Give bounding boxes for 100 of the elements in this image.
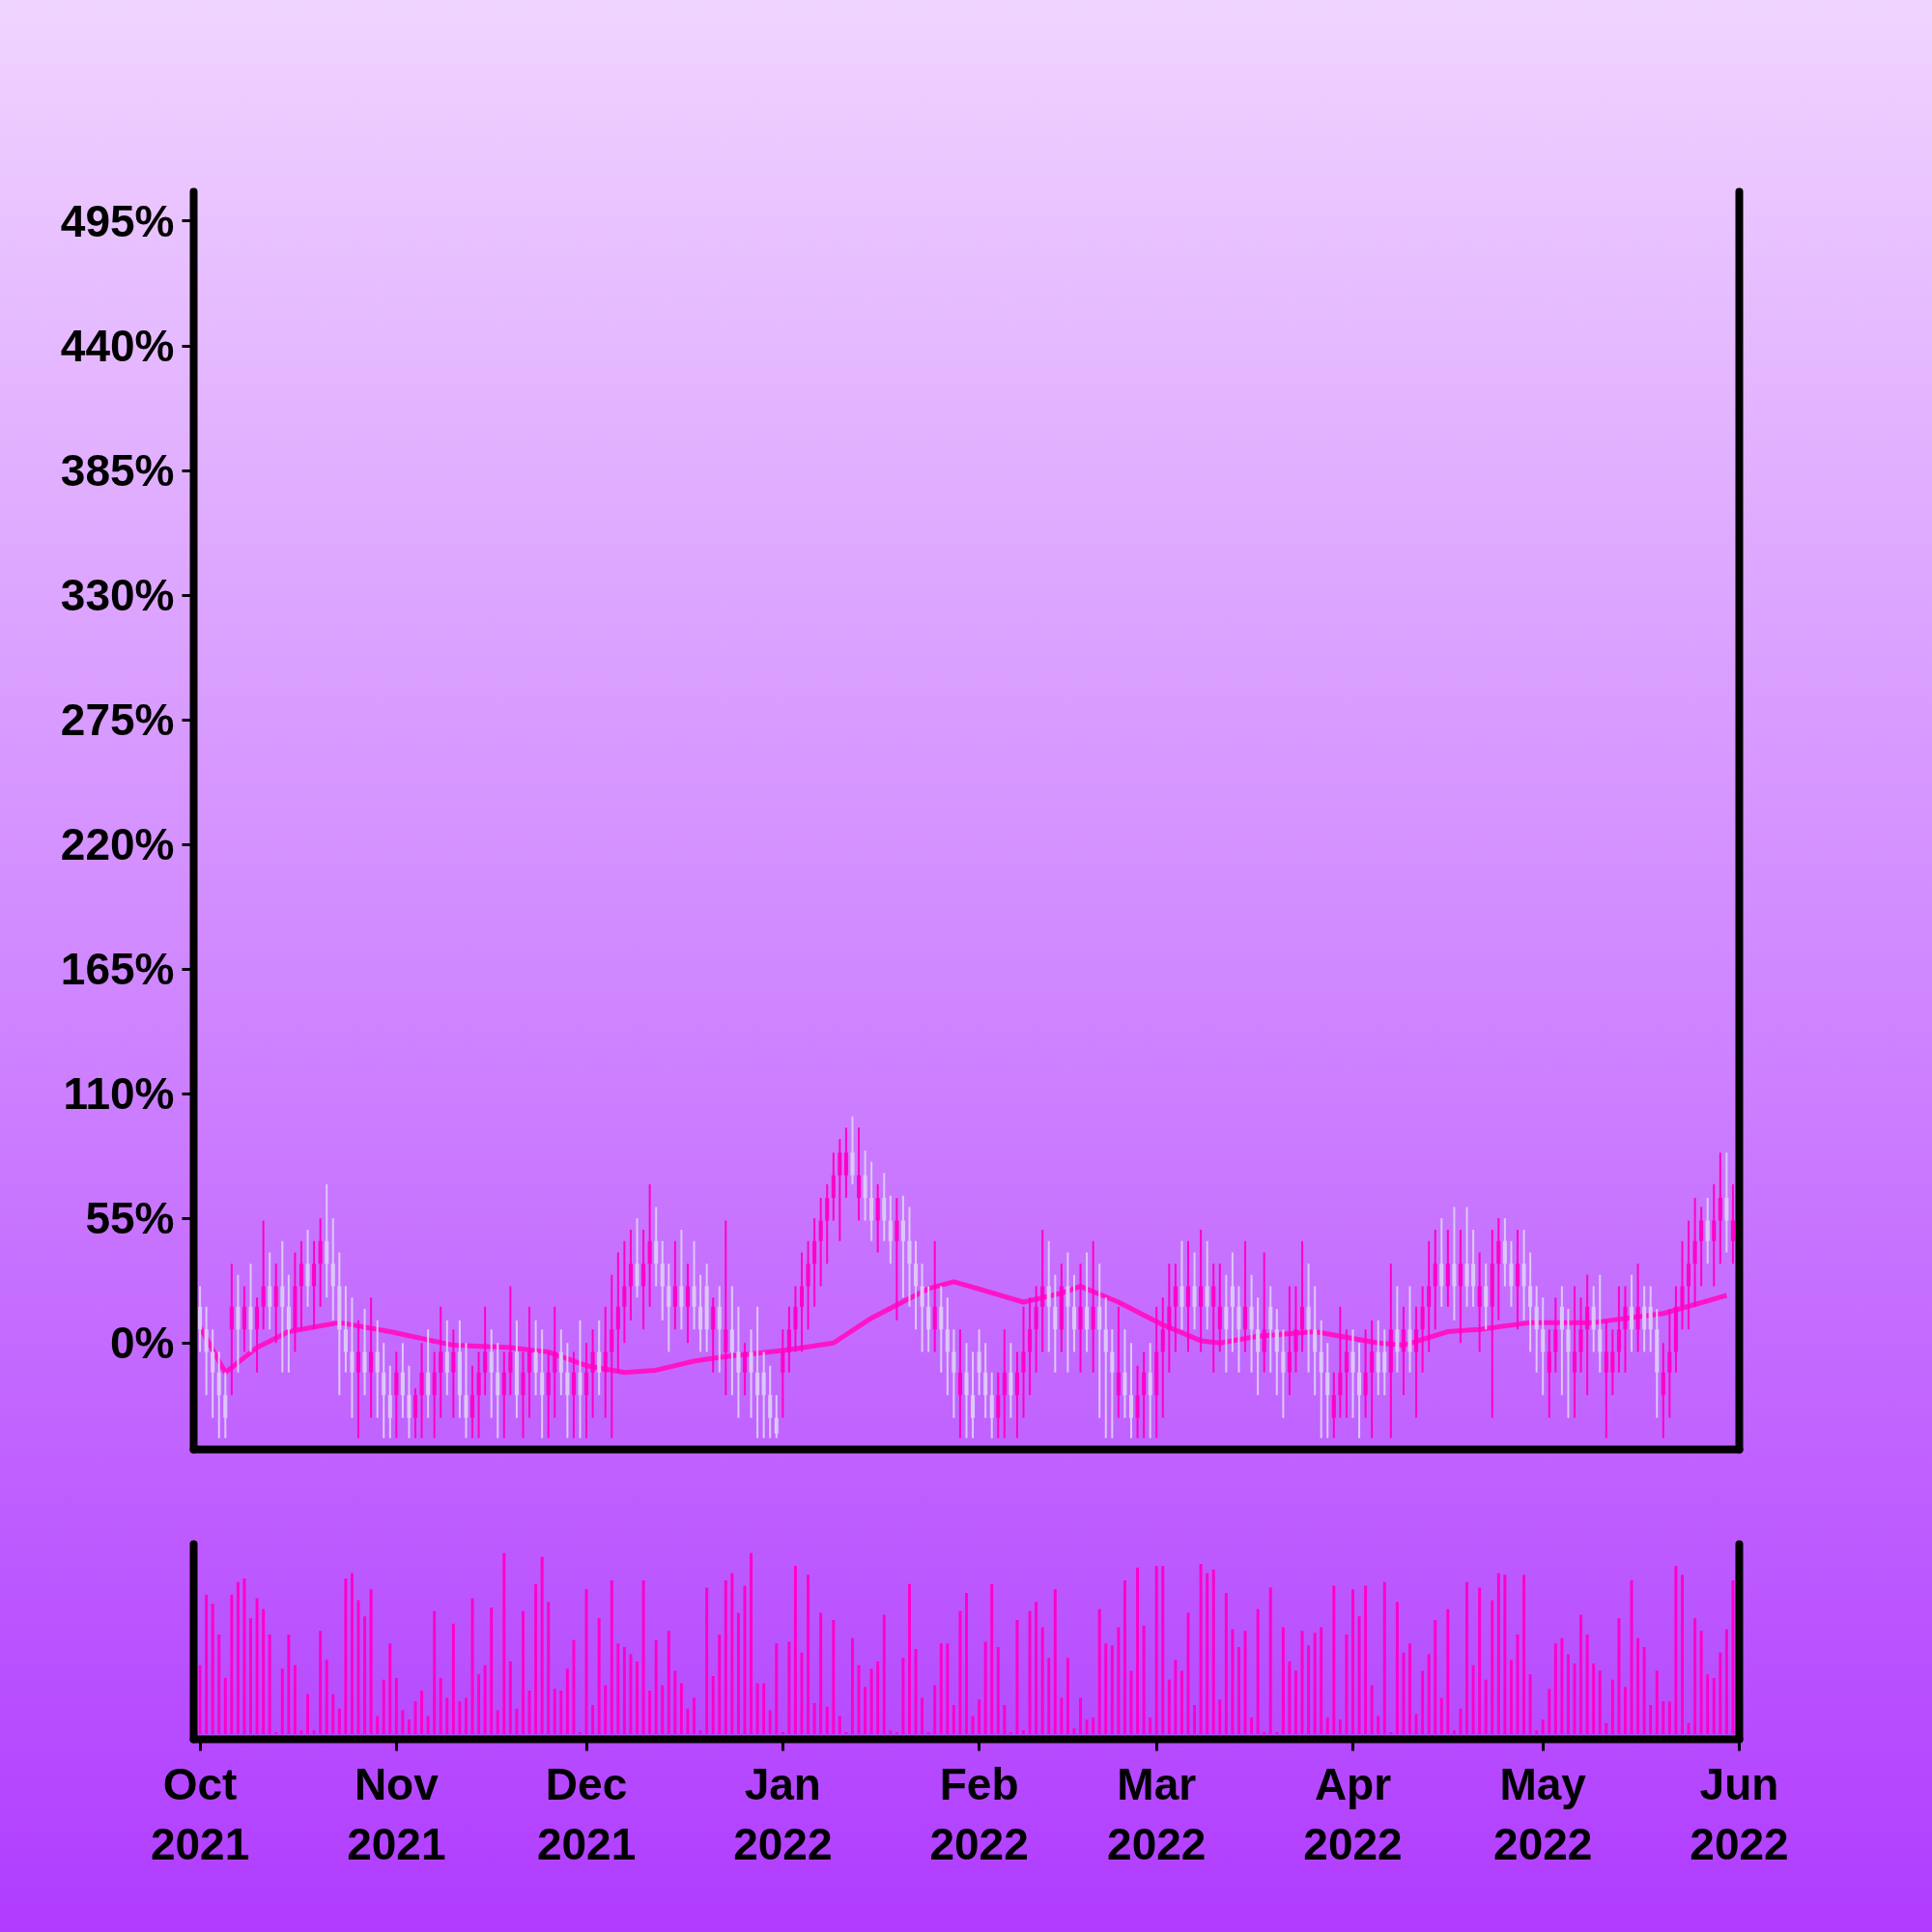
candlestick (786, 1305, 791, 1374)
bar (1446, 1608, 1450, 1734)
candlestick (831, 1151, 836, 1222)
candlestick (667, 1263, 671, 1353)
bar (1535, 1730, 1539, 1734)
candlestick (1585, 1273, 1590, 1397)
candlestick (489, 1328, 494, 1419)
bar (1313, 1633, 1317, 1734)
bar (724, 1579, 727, 1734)
bar (1364, 1585, 1368, 1734)
candlestick (476, 1350, 481, 1439)
bar (1662, 1701, 1665, 1734)
bar (1345, 1634, 1349, 1734)
bar (1566, 1654, 1570, 1734)
bar (667, 1631, 670, 1734)
candlestick (261, 1219, 266, 1331)
bar (857, 1664, 861, 1734)
bar (1028, 1610, 1032, 1734)
bar (565, 1668, 569, 1734)
candlestick (793, 1285, 798, 1353)
candlestick (1705, 1197, 1710, 1265)
bar (1598, 1670, 1602, 1734)
bar (1040, 1627, 1044, 1734)
bar (1325, 1718, 1329, 1734)
candlestick (957, 1328, 962, 1439)
candlestick (914, 1239, 919, 1331)
candlestick (971, 1350, 976, 1439)
candlestick (1268, 1285, 1273, 1374)
bar (711, 1676, 715, 1734)
candlestick (546, 1350, 551, 1439)
candlestick (394, 1350, 399, 1439)
bar (262, 1608, 266, 1734)
bar (718, 1634, 722, 1734)
candlestick (1401, 1305, 1406, 1397)
candlestick (755, 1305, 760, 1439)
candlestick (1363, 1328, 1368, 1419)
candlestick (590, 1328, 595, 1419)
candlestick (1439, 1217, 1444, 1308)
candlestick (977, 1328, 981, 1397)
candlestick (1185, 1239, 1191, 1353)
candlestick (1578, 1296, 1583, 1374)
bar (1491, 1600, 1494, 1734)
candlestick (1331, 1371, 1336, 1439)
bar (1288, 1662, 1292, 1734)
bar (1548, 1689, 1551, 1734)
bar (255, 1598, 259, 1734)
bar (1687, 1722, 1690, 1734)
candlestick (298, 1239, 304, 1331)
candlestick (1325, 1342, 1330, 1439)
bar (850, 1637, 854, 1734)
bar (1097, 1608, 1101, 1734)
candlestick (825, 1183, 830, 1265)
bar (445, 1697, 449, 1734)
bar (1674, 1565, 1678, 1734)
candlestick (382, 1342, 386, 1439)
candlestick (375, 1319, 380, 1419)
bar (344, 1578, 348, 1734)
bar (812, 1703, 816, 1734)
candlestick (781, 1328, 785, 1419)
bar (470, 1598, 474, 1734)
bar (1667, 1701, 1671, 1734)
candlestick (1502, 1217, 1507, 1288)
candlestick (888, 1194, 893, 1265)
candlestick (806, 1239, 810, 1331)
bar (325, 1660, 328, 1734)
candlestick (1357, 1342, 1362, 1439)
candlestick (654, 1206, 659, 1288)
bar (458, 1701, 462, 1734)
candlestick (736, 1305, 741, 1419)
candlestick (749, 1328, 753, 1419)
bar (1122, 1579, 1126, 1734)
bar (1179, 1670, 1183, 1734)
bar (1211, 1569, 1215, 1734)
candlestick (553, 1305, 557, 1419)
candlestick (939, 1285, 944, 1374)
bar (591, 1704, 595, 1734)
candlestick (742, 1342, 748, 1397)
bar (1623, 1687, 1627, 1734)
bar (376, 1716, 380, 1734)
candlestick (1642, 1285, 1647, 1353)
bar (1719, 1652, 1722, 1734)
bar (547, 1602, 551, 1734)
bar (679, 1683, 683, 1734)
bar (1642, 1647, 1646, 1734)
bar (1142, 1625, 1146, 1734)
x-tick-label: Dec 2021 (536, 1758, 637, 1869)
x-tick-label: Oct 2021 (150, 1758, 250, 1869)
candlestick (1591, 1285, 1596, 1353)
bar (971, 1716, 975, 1734)
bar (1256, 1608, 1260, 1734)
bar (882, 1614, 886, 1734)
bar (1236, 1647, 1240, 1734)
x-tick-label: Nov 2021 (347, 1758, 446, 1869)
bar (1610, 1679, 1614, 1734)
candlestick (1078, 1263, 1083, 1374)
candlestick (387, 1364, 392, 1439)
bar (1560, 1637, 1564, 1734)
candlestick (1414, 1305, 1419, 1419)
y-tick-label: 440% (60, 321, 175, 372)
bar (522, 1610, 525, 1734)
